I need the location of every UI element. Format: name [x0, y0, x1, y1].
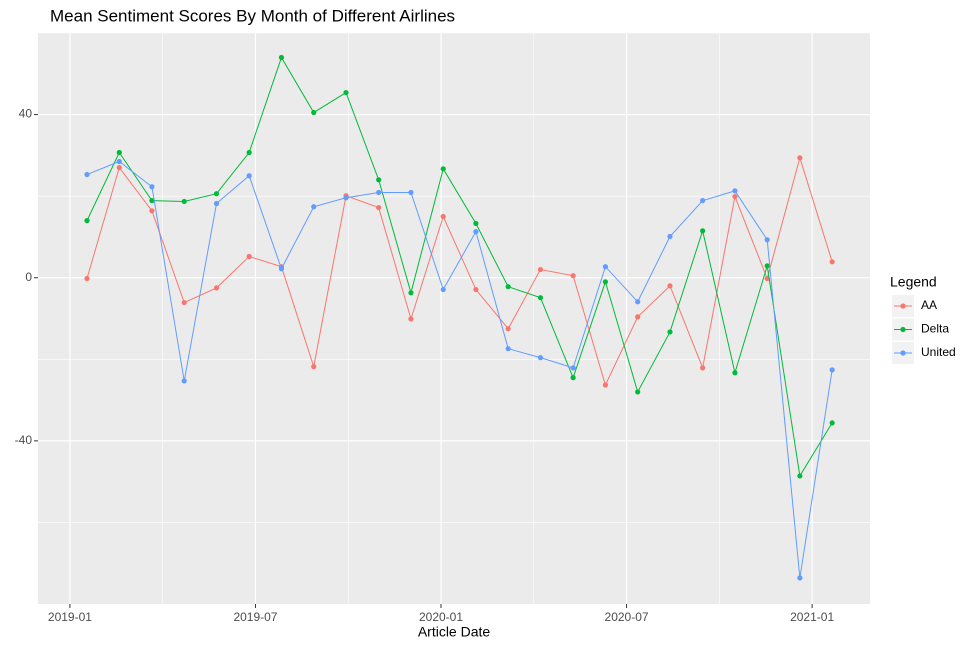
point [602, 382, 609, 388]
point [149, 198, 155, 204]
point [84, 218, 90, 224]
line [86, 160, 833, 578]
point [635, 314, 641, 320]
point [602, 279, 609, 285]
point [537, 266, 544, 273]
point [116, 164, 122, 171]
point [700, 365, 706, 371]
x-axis-label: Article Date [418, 624, 491, 640]
point [829, 259, 835, 265]
point [311, 109, 317, 116]
point [505, 346, 511, 352]
point [213, 200, 220, 207]
point [84, 275, 90, 282]
legend-label: Delta [921, 322, 949, 336]
line [86, 156, 833, 387]
point [311, 204, 317, 210]
point [408, 189, 414, 196]
legend-label: AA [921, 298, 937, 312]
point [278, 266, 285, 272]
point [635, 299, 641, 305]
x-tick-label: 2020-01 [419, 610, 463, 624]
point [246, 253, 252, 260]
x-tick-label: 2020-07 [605, 610, 649, 624]
point [149, 184, 155, 190]
point [667, 233, 673, 240]
point [797, 155, 803, 161]
point [537, 355, 544, 361]
point [440, 166, 446, 172]
point [764, 263, 770, 269]
point [473, 286, 479, 293]
point [667, 283, 673, 289]
point [797, 473, 803, 479]
point [246, 173, 252, 179]
point [602, 264, 609, 270]
point [149, 208, 155, 214]
point [700, 228, 706, 234]
point [635, 389, 641, 395]
point [570, 365, 576, 371]
point [246, 149, 252, 156]
point [343, 89, 349, 96]
point [213, 191, 220, 197]
point [700, 198, 706, 204]
chart-title: Mean Sentiment Scores By Month of Differ… [50, 6, 455, 25]
y-tick-label: 0 [25, 270, 32, 284]
point [116, 158, 122, 165]
point [570, 375, 576, 381]
y-tick-label: -40 [15, 433, 33, 447]
legend-label: United [921, 345, 956, 359]
point [829, 367, 835, 373]
point [181, 299, 187, 306]
x-tick-label: 2019-07 [233, 610, 277, 624]
point [537, 295, 544, 301]
point [278, 54, 285, 61]
point [408, 290, 414, 296]
line [86, 56, 833, 478]
point [797, 575, 803, 581]
legend-dot [900, 350, 906, 356]
point [440, 213, 446, 220]
point [376, 189, 382, 196]
point [84, 171, 90, 178]
point [732, 188, 738, 194]
point [732, 370, 738, 376]
point [213, 285, 220, 291]
point [570, 273, 576, 279]
y-tick-label: 40 [19, 107, 33, 121]
legend-dot [900, 303, 906, 309]
point [473, 220, 479, 227]
x-tick-label: 2019-01 [48, 610, 92, 624]
point [732, 193, 738, 200]
point [408, 316, 414, 322]
point [440, 286, 446, 293]
point [505, 284, 511, 290]
point [473, 229, 479, 235]
point [376, 204, 382, 211]
point [667, 329, 673, 335]
point [376, 177, 382, 183]
point [764, 237, 770, 243]
point [343, 195, 349, 201]
panel [38, 33, 870, 604]
point [181, 198, 187, 205]
point [829, 420, 835, 426]
point [311, 364, 317, 370]
x-tick-label: 2021-01 [790, 610, 834, 624]
legend-dot [900, 326, 906, 333]
point [181, 378, 187, 384]
point [505, 326, 511, 332]
point [116, 149, 122, 156]
legend-title: Legend [890, 274, 937, 290]
